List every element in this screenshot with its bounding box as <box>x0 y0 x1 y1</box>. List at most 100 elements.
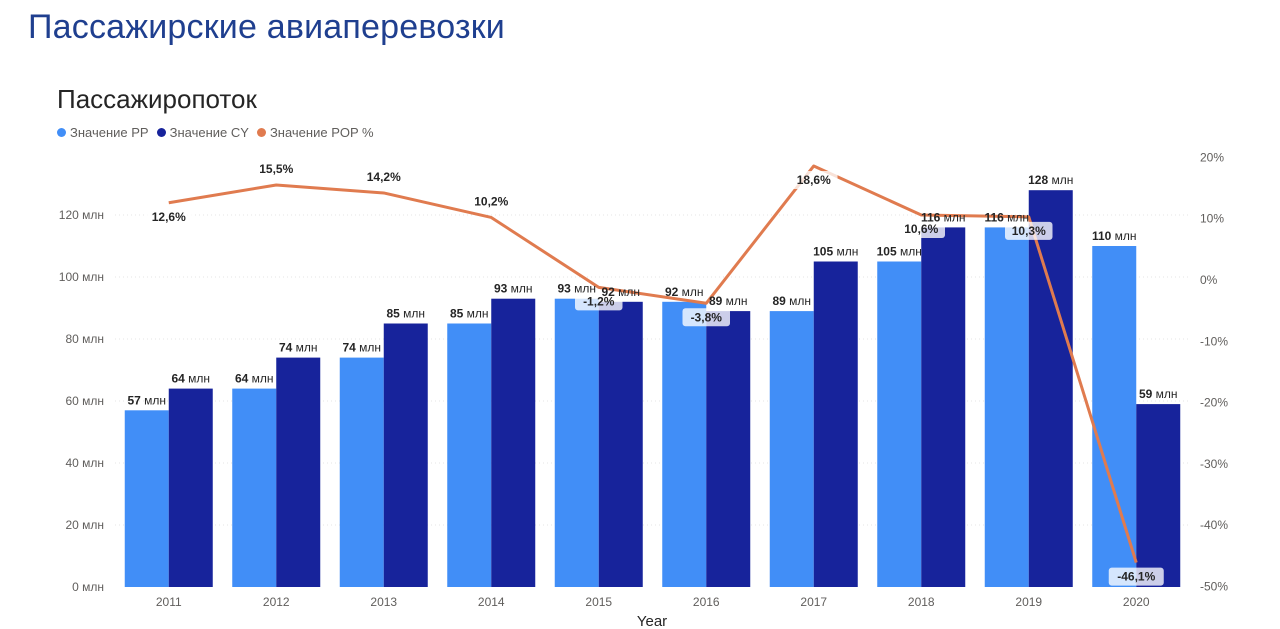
data-label-cy: 74 млн <box>279 341 318 355</box>
bar-cy <box>168 388 213 587</box>
pop-label-bg <box>467 192 515 211</box>
pop-label-bg <box>360 167 408 186</box>
x-axis-title: Year <box>637 613 667 629</box>
data-label-cy: 128 млн <box>1028 173 1073 187</box>
data-label-cy: 116 млн <box>921 210 966 224</box>
data-label-pop: -3,8% <box>691 310 723 324</box>
pop-label-bg <box>252 159 300 178</box>
bar-pp <box>769 311 814 587</box>
data-label-pp: 64 млн <box>235 372 274 386</box>
legend-item-cy[interactable]: Значение CY <box>156 125 249 140</box>
legend-dot-pop <box>256 128 266 137</box>
y-left-tick-label: 120 млн <box>59 208 104 222</box>
data-label-pop: 12,6% <box>152 210 186 224</box>
y-left-tick-label: 0 млн <box>72 580 104 594</box>
data-label-pp: 105 млн <box>877 245 922 259</box>
data-label-pp: 110 млн <box>1092 229 1137 243</box>
y-right-tick-label: -50% <box>1200 580 1228 594</box>
bar-pp <box>339 357 384 587</box>
pop-line: 12,6% 15,5% 14,2% 10,2% -1,2% -3,8% 18,6% 10,6%… <box>145 159 1164 586</box>
data-label-pop: 10,3% <box>1012 224 1046 238</box>
data-label-pop: -46,1% <box>1117 570 1155 584</box>
chart-legend: Значение PP Значение CY Значение POP % <box>57 125 374 140</box>
y-right-tick-label: -30% <box>1200 457 1228 471</box>
data-label-cy: 105 млн <box>813 245 858 259</box>
pop-label-bg <box>1005 221 1053 240</box>
y-left-tick-label: 80 млн <box>65 332 104 346</box>
x-tick-label: 2020 <box>1123 595 1150 609</box>
bar-cy <box>1136 404 1181 587</box>
x-tick-label: 2014 <box>478 595 505 609</box>
legend-dot-cy <box>156 128 166 137</box>
legend-item-pop[interactable]: Значение POP % <box>256 125 374 140</box>
bar-cy <box>491 298 536 587</box>
pop-label-bg <box>682 308 730 327</box>
data-label-pop: 14,2% <box>367 170 401 184</box>
bar-pp <box>124 410 169 587</box>
data-label-pp: 93 млн <box>557 282 596 296</box>
legend-label-pop: Значение POP % <box>269 125 374 140</box>
legend-label-pp: Значение PP <box>70 125 149 140</box>
bar-cy <box>813 261 858 587</box>
bar-pp <box>447 323 492 587</box>
data-label-pp: 57 млн <box>127 393 166 407</box>
y-right-tick-label: -40% <box>1200 518 1228 532</box>
data-label-cy: 93 млн <box>494 282 533 296</box>
legend-item-pp[interactable]: Значение PP <box>57 125 149 140</box>
data-label-cy: 64 млн <box>171 372 210 386</box>
y-left-tick-label: 60 млн <box>65 394 104 408</box>
data-label-pp: 92 млн <box>665 285 704 299</box>
bar-pp <box>984 227 1029 587</box>
pop-label-bg <box>897 220 945 239</box>
x-axis: 2011 2012 2013 2014 2015 2016 2017 2018 2019 2020 <box>156 595 1150 609</box>
y-right-tick-label: -20% <box>1200 396 1228 410</box>
data-label-cy: 85 млн <box>386 307 425 321</box>
data-label-pop: 10,2% <box>474 194 508 208</box>
data-label-pp: 74 млн <box>342 341 381 355</box>
chart-title: Пассажиропоток <box>57 84 257 114</box>
pop-line-path <box>168 164 1138 564</box>
pop-label-bg <box>575 292 623 311</box>
pop-label-bg <box>145 207 193 226</box>
data-label-cy: 89 млн <box>709 294 748 308</box>
data-label-cy: 92 млн <box>601 285 640 299</box>
data-label-pp: 89 млн <box>772 294 811 308</box>
bar-cy <box>706 311 751 587</box>
bar-pp <box>1092 246 1137 587</box>
y-left-tick-label: 100 млн <box>59 270 104 284</box>
data-label-pp: 85 млн <box>450 307 489 321</box>
data-label-pop: -1,2% <box>583 294 615 308</box>
legend-dot-pp <box>57 128 66 137</box>
page-title: Пассажирские авиаперевозки <box>28 8 505 46</box>
x-tick-label: 2012 <box>263 595 290 609</box>
y-axis-right: 20% 10% 0% -10% -20% -30% -40% -50% <box>1200 150 1228 593</box>
data-labels: 57 млн 64 млн 64 млн 74 млн 74 млн 85 млн 85 м… <box>127 173 1177 407</box>
y-right-tick-label: 10% <box>1200 212 1224 226</box>
legend-label-cy: Значение CY <box>169 125 249 140</box>
x-tick-label: 2016 <box>693 595 720 609</box>
bar-pp <box>877 261 922 587</box>
y-right-tick-label: 0% <box>1200 273 1218 287</box>
data-label-pop: 10,6% <box>904 222 938 236</box>
x-tick-label: 2018 <box>908 595 935 609</box>
pop-label-bg <box>790 170 838 189</box>
bars <box>124 190 1181 587</box>
bar-cy <box>1028 190 1073 587</box>
data-label-pp: 116 млн <box>984 210 1029 224</box>
x-tick-label: 2013 <box>370 595 397 609</box>
bar-cy <box>921 227 966 587</box>
x-tick-label: 2011 <box>156 595 182 609</box>
y-axis-left: 0 млн 20 млн 40 млн 60 млн 80 млн 100 млн 120 … <box>59 208 104 594</box>
bar-pp <box>662 301 707 587</box>
data-label-cy: 59 млн <box>1139 387 1178 401</box>
bar-cy <box>383 323 428 587</box>
bar-cy <box>276 357 321 587</box>
bar-pp <box>232 388 277 587</box>
x-tick-label: 2015 <box>585 595 612 609</box>
x-tick-label: 2019 <box>1015 595 1042 609</box>
bar-pp <box>554 298 599 587</box>
y-right-tick-label: 20% <box>1200 150 1224 164</box>
y-right-tick-label: -10% <box>1200 334 1228 348</box>
bar-cy <box>598 301 643 587</box>
